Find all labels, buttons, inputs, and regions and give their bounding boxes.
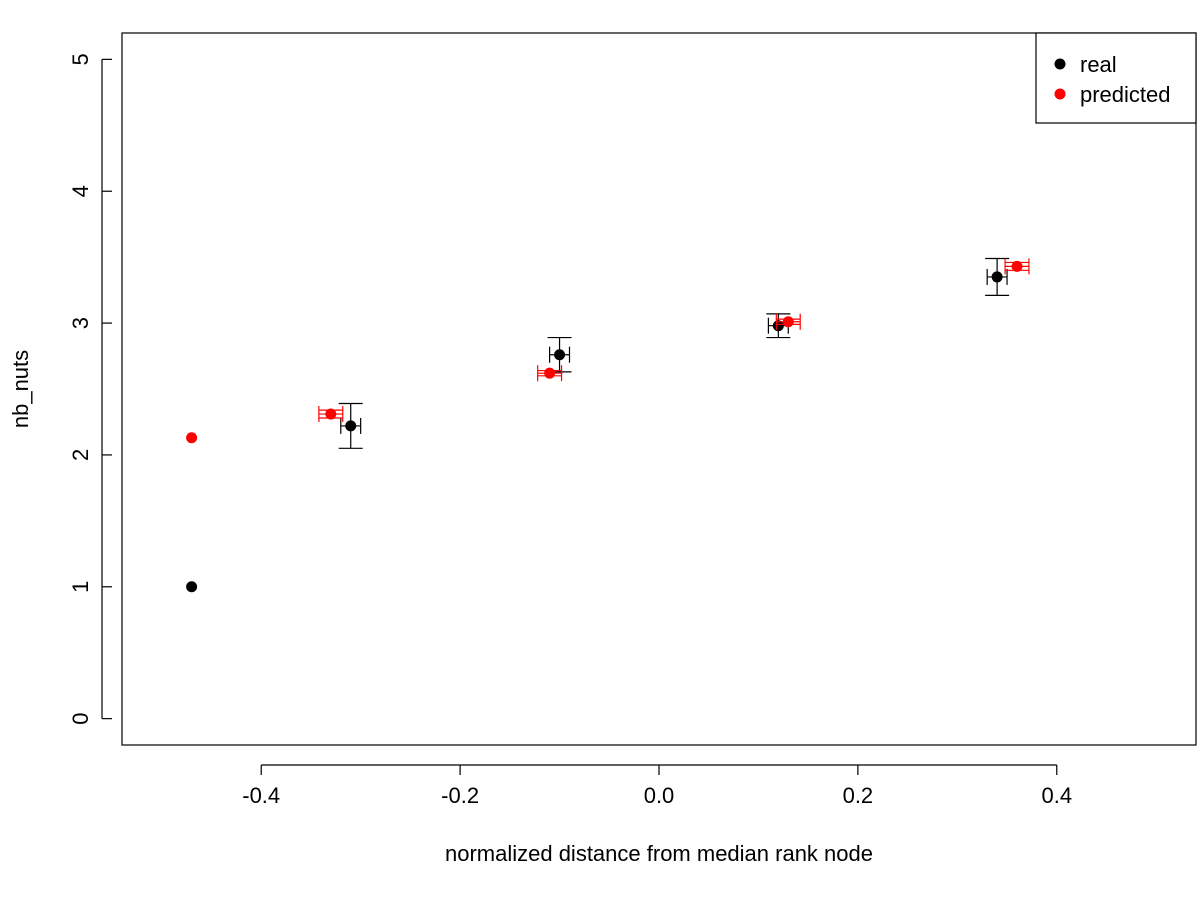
y-tick-label: 4	[68, 185, 93, 197]
legend-marker	[1054, 58, 1066, 70]
data-point	[554, 349, 566, 361]
y-tick-label: 0	[68, 713, 93, 725]
legend: real predicted	[1035, 32, 1197, 124]
x-tick-label: 0.4	[1041, 783, 1072, 808]
data-point	[991, 271, 1003, 283]
y-tick-label: 5	[68, 53, 93, 65]
data-point	[1011, 260, 1023, 272]
y-tick-label: 1	[68, 581, 93, 593]
legend-marker	[1054, 88, 1066, 100]
x-axis: -0.4 -0.2 0.0 0.2 0.4	[242, 764, 1072, 808]
legend-label: real	[1080, 52, 1117, 77]
data-point	[186, 432, 198, 444]
data-point	[544, 367, 556, 379]
series-predicted	[186, 258, 1030, 444]
data-point	[186, 581, 198, 593]
data-point	[772, 320, 784, 332]
x-tick-label: 0.0	[644, 783, 675, 808]
x-axis-label: normalized distance from median rank nod…	[445, 841, 873, 866]
y-axis: 0 1 2 3 4 5	[68, 53, 112, 725]
y-tick-label: 2	[68, 449, 93, 461]
x-tick-label: 0.2	[843, 783, 874, 808]
x-tick-label: -0.4	[242, 783, 280, 808]
legend-box	[1035, 32, 1197, 124]
data-point	[782, 316, 794, 328]
x-tick-label: -0.2	[441, 783, 479, 808]
plot-frame	[121, 32, 1197, 746]
data-point	[345, 420, 357, 432]
series-real	[186, 257, 1010, 593]
y-axis-label: nb_nuts	[8, 350, 33, 428]
y-tick-label: 3	[68, 317, 93, 329]
legend-label: predicted	[1080, 82, 1171, 107]
data-marks	[186, 257, 1030, 593]
data-point	[325, 408, 337, 420]
